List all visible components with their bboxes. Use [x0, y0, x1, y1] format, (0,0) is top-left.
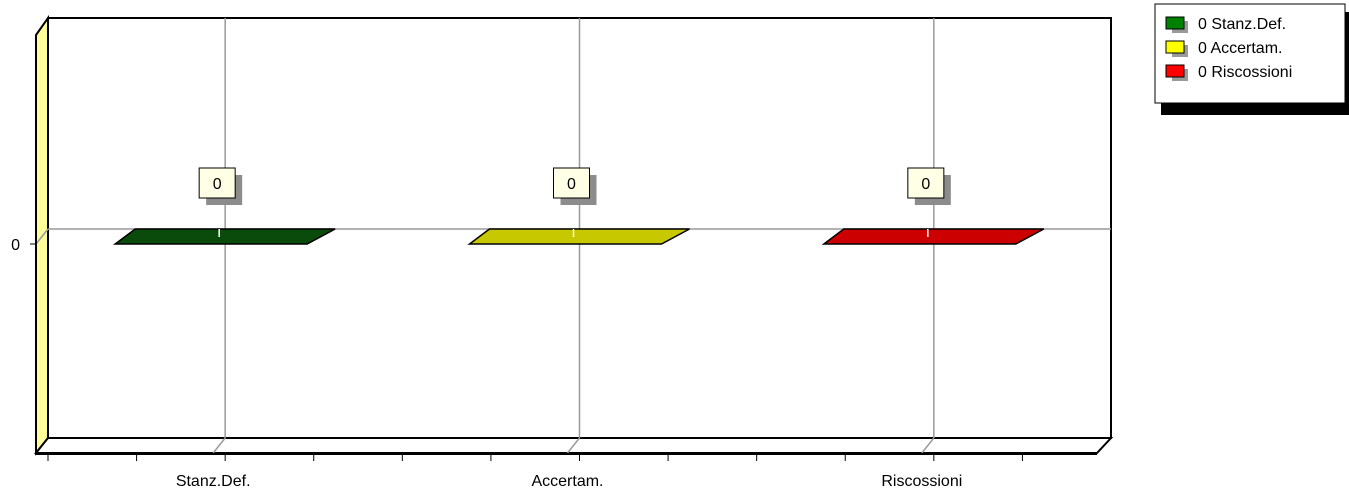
legend-entries: 0 Stanz.Def. 0 Accertam. 0 Riscossioni	[1165, 16, 1292, 81]
data-label: 0	[921, 176, 930, 193]
legend-label: 0 Accertam.	[1198, 40, 1282, 57]
bar-1	[112, 228, 336, 245]
data-label-box	[198, 167, 236, 199]
data-label: 0	[213, 176, 222, 193]
bars	[112, 228, 1045, 245]
legend-label: 0 Riscossioni	[1198, 64, 1292, 81]
legend-swatch	[1165, 40, 1185, 54]
gridline-floor	[566, 437, 581, 454]
x-tick-label: Stanz.Def.	[176, 473, 251, 490]
y-tick-label: 0	[11, 237, 20, 254]
legend-swatch	[1165, 16, 1185, 30]
data-labels: 0 0 0	[198, 167, 951, 205]
x-tick-labels: Stanz.Def. Accertam. Riscossioni	[176, 473, 962, 490]
bar-2	[467, 228, 690, 245]
gridline-floor	[212, 437, 226, 454]
legend-label: 0 Stanz.Def.	[1198, 16, 1286, 33]
legend-swatch	[1165, 64, 1185, 78]
y-tick-labels: 0	[11, 237, 20, 254]
legend: 0 Stanz.Def. 0 Accertam. 0 Riscossioni	[1154, 3, 1349, 115]
data-label-box	[553, 167, 590, 199]
gridline-wall	[35, 228, 49, 245]
axes	[30, 35, 1097, 461]
gridline-floor	[921, 437, 935, 454]
data-label-box	[907, 167, 945, 199]
x-tick-label: Riscossioni	[881, 473, 962, 490]
x-tick-label: Accertam.	[531, 473, 603, 490]
data-label: 0	[567, 176, 576, 193]
bar-3	[821, 228, 1045, 245]
